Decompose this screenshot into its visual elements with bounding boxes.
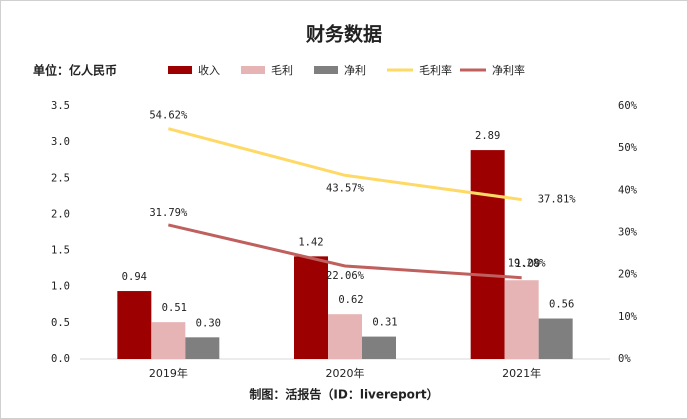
y2-tick-label: 0% [618,353,631,365]
y2-tick-label: 30% [618,227,638,239]
data-label: 0.51 [162,302,187,314]
data-label: 1.42 [298,236,323,248]
y-tick-label: 1.5 [51,245,70,257]
y2-tick-label: 20% [618,269,638,281]
bar [504,280,539,359]
legend-label: 毛利 [271,64,293,77]
bar [185,337,220,359]
data-label: 54.62% [149,110,188,122]
legend-label: 收入 [198,63,220,77]
x-tick-label: 2019年 [149,366,188,380]
legend-swatch [314,66,338,74]
y-tick-label: 0.0 [51,353,70,365]
y-tick-label: 1.0 [51,281,70,293]
y-tick-label: 0.5 [51,317,70,329]
x-tick-label: 2020年 [326,366,365,380]
line-series [167,127,522,202]
bar [151,322,186,359]
chart-title: 财务数据 [306,23,382,46]
legend-label: 净利率 [492,63,525,77]
line-series [167,223,522,280]
y-tick-label: 3.0 [51,136,70,148]
bar [362,336,396,359]
data-label: 43.57% [326,182,365,194]
y2-tick-label: 50% [618,142,638,154]
bar [538,318,573,359]
bar [328,314,362,359]
legend-swatch [168,66,192,74]
unit-label: 单位：亿人民币 [33,63,117,78]
y-tick-label: 2.0 [51,208,70,220]
data-label: 0.56 [549,299,574,311]
source-note: 制图：活报告（ID：livereport） [249,387,438,402]
bar [294,256,328,359]
y-tick-label: 3.5 [51,100,70,112]
data-label: 0.94 [122,271,147,283]
legend-label: 毛利率 [419,63,452,77]
bar [117,291,152,359]
x-tick-label: 2021年 [502,366,541,380]
data-label: 1.09 [515,258,540,270]
y2-tick-label: 10% [618,311,638,323]
legend-label: 净利 [344,63,366,77]
y2-tick-label: 60% [618,100,638,112]
data-label: 31.79% [149,207,188,219]
y2-tick-label: 40% [618,184,638,196]
y-tick-label: 2.5 [51,172,70,184]
legend-swatch [241,66,265,74]
bar [470,150,505,359]
data-label: 0.30 [196,317,221,329]
data-label: 19.28% [508,258,547,270]
data-label: 0.31 [372,317,397,329]
data-label: 2.89 [475,130,500,142]
data-label: 0.62 [338,294,363,306]
data-label: 22.06% [326,270,365,282]
data-label: 37.81% [538,194,577,206]
